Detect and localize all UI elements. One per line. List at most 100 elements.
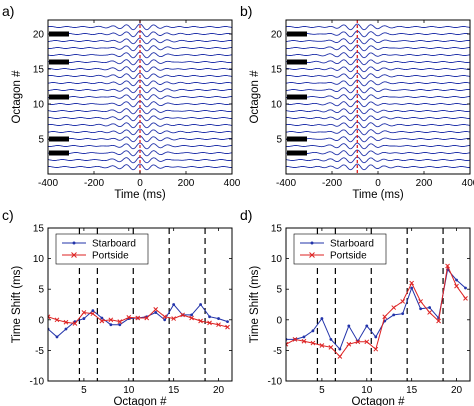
x-tick-label: 400 <box>462 178 474 189</box>
legend-box <box>293 233 387 265</box>
y-tick-label: 20 <box>271 30 283 41</box>
point-starboard <box>118 323 122 327</box>
point-portside <box>171 316 177 321</box>
legend-label-starboard: Starboard <box>92 239 136 250</box>
trace-octagon-17 <box>286 51 470 59</box>
panel-b: b) -400 -200 0 200 400 5 10 15 20 Time (ms) Octagon… <box>240 3 474 201</box>
point-starboard <box>365 324 369 328</box>
point-portside <box>319 343 325 348</box>
legend-marker-starboard <box>72 241 76 245</box>
trace-octagon-18 <box>286 44 470 52</box>
point-portside <box>445 263 450 269</box>
plot-area <box>48 20 232 174</box>
panel-a: a) -400 -200 0 200 400 5 10 15 20 Time (ms) Octagon… <box>2 3 241 201</box>
y-tick-label: 15 <box>33 65 45 76</box>
point-starboard <box>338 347 342 351</box>
trace-octagon-11 <box>286 93 470 101</box>
x-axis-label: Octagon # <box>351 396 405 406</box>
trace-octagon-16 <box>48 58 232 66</box>
point-portside <box>81 310 87 315</box>
point-portside <box>337 354 343 359</box>
point-portside <box>391 305 397 310</box>
y-tick-label: 15 <box>33 224 45 235</box>
x-axis-label: Octagon # <box>113 396 167 406</box>
trace-octagon-13 <box>286 79 470 87</box>
point-portside <box>72 321 78 326</box>
point-portside <box>436 318 441 324</box>
y-tick-label: 0 <box>276 315 282 326</box>
panel-label: d) <box>240 207 252 223</box>
trace-octagon-8 <box>286 114 470 122</box>
point-starboard <box>464 286 467 290</box>
legend-label-portside: Portside <box>92 251 129 262</box>
point-portside <box>355 339 361 345</box>
point-portside <box>286 341 289 347</box>
point-starboard <box>163 318 167 322</box>
legend-marker-portside <box>71 252 77 258</box>
y-tick-label: 10 <box>33 254 45 265</box>
point-portside <box>207 320 212 326</box>
point-portside <box>400 299 406 304</box>
octagon-marker <box>287 150 307 156</box>
point-portside <box>48 314 51 320</box>
y-axis-label: Time Shift (ms) <box>11 266 23 344</box>
x-tick-label: 10 <box>361 385 373 396</box>
point-portside <box>216 322 221 328</box>
panel-label: b) <box>240 3 252 19</box>
x-tick-label: 20 <box>213 385 225 396</box>
point-starboard <box>329 337 333 341</box>
point-starboard <box>154 311 158 314</box>
point-portside <box>126 314 132 320</box>
point-portside <box>144 315 150 321</box>
legend-marker-portside <box>309 252 315 258</box>
trace-octagon-6 <box>48 128 232 136</box>
point-portside <box>135 315 141 321</box>
point-portside <box>301 338 307 344</box>
y-tick-label: -5 <box>273 346 282 357</box>
y-tick-label: 0 <box>38 315 44 326</box>
point-portside <box>63 319 69 325</box>
y-axis-label: Octagon # <box>11 70 23 124</box>
point-portside <box>90 311 96 317</box>
octagon-marker <box>49 31 69 37</box>
x-tick-label: 10 <box>123 385 135 396</box>
trace-octagon-1 <box>48 163 232 171</box>
point-portside <box>153 307 159 312</box>
x-tick-label: 5 <box>319 385 325 396</box>
point-portside <box>427 310 432 315</box>
legend-box <box>55 233 149 265</box>
point-portside <box>463 296 468 301</box>
point-starboard <box>302 335 306 339</box>
x-tick-label: 0 <box>137 178 143 189</box>
octagon-marker <box>49 136 69 142</box>
point-starboard <box>455 278 458 282</box>
y-tick-label: 5 <box>38 285 44 296</box>
x-tick-label: -200 <box>84 178 104 189</box>
x-tick-label: 200 <box>178 178 195 189</box>
point-portside <box>328 344 334 350</box>
point-starboard <box>320 317 324 320</box>
trace-octagon-3 <box>286 149 470 157</box>
point-starboard <box>55 335 59 339</box>
x-tick-label: 0 <box>375 178 381 189</box>
legend-label-starboard: Starboard <box>330 239 374 250</box>
y-tick-label: 5 <box>276 285 282 296</box>
octagon-marker <box>49 150 69 156</box>
point-portside <box>409 280 415 286</box>
trace-octagon-4 <box>286 142 470 150</box>
x-tick-label: 200 <box>416 178 433 189</box>
trace-octagon-2 <box>286 156 470 164</box>
point-portside <box>108 317 114 323</box>
point-starboard <box>91 309 95 313</box>
trace-octagon-5 <box>286 135 470 143</box>
x-axis-label: Time (ms) <box>352 189 403 201</box>
trace-octagon-16 <box>286 58 470 66</box>
trace-octagon-21 <box>286 23 470 31</box>
axes-frame <box>47 227 233 382</box>
x-tick-label: -400 <box>38 178 58 189</box>
trace-octagon-10 <box>286 100 470 108</box>
point-portside <box>198 318 203 324</box>
